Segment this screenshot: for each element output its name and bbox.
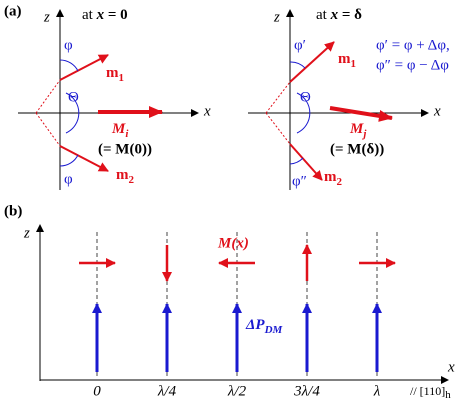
angle-label: φ′ bbox=[294, 37, 306, 53]
vector-label: Mi bbox=[111, 121, 129, 139]
label-part: 1 bbox=[351, 58, 357, 70]
x-tick-label: 0 bbox=[93, 383, 101, 399]
title-part: at bbox=[82, 7, 97, 23]
panel-a-right: z x at x = δ φ′ φ″ Θ m1 m2 Mj (= M(δ)) φ… bbox=[248, 7, 450, 190]
vector-label: Mj bbox=[349, 121, 367, 139]
x-tick-label: λ/2 bbox=[227, 383, 247, 399]
panel-b: (b) z x // [110]h M(x) ΔPDM 0 λ/4 λ/2 3λ/4 λ bbox=[4, 203, 455, 400]
M-label: M(x) bbox=[217, 235, 249, 251]
label-part: m bbox=[324, 169, 337, 185]
angle-label: Θ bbox=[68, 89, 79, 105]
axis-label: z bbox=[43, 9, 50, 25]
title-part: at bbox=[316, 7, 331, 23]
angle-label: φ bbox=[64, 171, 73, 187]
label-part: m bbox=[116, 167, 129, 183]
M-arrow bbox=[329, 106, 393, 122]
label-part: 1 bbox=[119, 72, 125, 84]
dotted bbox=[265, 81, 291, 114]
title-part: x bbox=[96, 7, 105, 23]
P-label: ΔPDM bbox=[245, 317, 284, 335]
vector-label: m1 bbox=[106, 65, 124, 83]
label-part: // [110] bbox=[410, 384, 445, 398]
label-part: 2 bbox=[129, 174, 135, 186]
dotted bbox=[35, 79, 61, 114]
axis-label: x bbox=[203, 103, 211, 119]
panel-a-left: (a) z x at x = 0 φ φ Θ m1 m2 Mi (= M(0)) bbox=[4, 3, 211, 190]
m2-arrow bbox=[289, 143, 323, 181]
m1-arrow bbox=[59, 54, 109, 81]
axis-label: z bbox=[273, 9, 280, 25]
arc bbox=[296, 92, 311, 134]
label-part: DM bbox=[264, 324, 284, 336]
vector-label: m2 bbox=[324, 169, 343, 187]
label-part: M bbox=[349, 121, 364, 137]
label-part: M bbox=[111, 121, 126, 137]
title-part: = 0 bbox=[104, 7, 128, 23]
title: at x = δ bbox=[316, 7, 362, 23]
m2-arrow bbox=[59, 145, 109, 172]
dotted bbox=[265, 112, 291, 145]
title-part: = δ bbox=[338, 7, 362, 23]
label-part: ΔP bbox=[245, 317, 265, 333]
axis-label: x bbox=[433, 103, 441, 119]
label-part: m bbox=[106, 65, 119, 81]
direction-label: // [110]h bbox=[410, 384, 451, 400]
x-tick-label: 3λ/4 bbox=[293, 383, 320, 399]
arc bbox=[65, 92, 80, 134]
angle-label: φ″ bbox=[292, 173, 307, 189]
vector-label: m1 bbox=[338, 51, 356, 69]
label-part: m bbox=[338, 51, 351, 67]
label-part: i bbox=[125, 128, 129, 140]
title-part: x bbox=[330, 7, 339, 23]
equation: φ′ = φ + Δφ, bbox=[376, 37, 450, 53]
label-part: j bbox=[361, 128, 367, 140]
vector-label: m2 bbox=[116, 167, 135, 185]
x-tick-label: λ/4 bbox=[157, 383, 177, 399]
angle-label: φ bbox=[64, 37, 73, 53]
equiv-label: (= M(0)) bbox=[98, 141, 152, 157]
label-part: 2 bbox=[337, 176, 343, 188]
arc bbox=[59, 59, 79, 72]
panel-label: (b) bbox=[4, 203, 22, 219]
panel-label: (a) bbox=[4, 3, 22, 19]
arc bbox=[289, 61, 306, 69]
equation: φ″ = φ − Δφ bbox=[376, 57, 449, 73]
m1-arrow bbox=[289, 41, 335, 83]
axis-label: x bbox=[447, 359, 455, 375]
axis-label: z bbox=[23, 225, 30, 241]
angle-label: Θ bbox=[300, 89, 311, 105]
title: at x = 0 bbox=[82, 7, 128, 23]
label-part: h bbox=[445, 389, 451, 400]
arc bbox=[59, 154, 79, 167]
dotted bbox=[35, 112, 61, 147]
arc bbox=[289, 157, 304, 165]
x-tick-label: λ bbox=[373, 383, 381, 399]
equiv-label: (= M(δ)) bbox=[330, 141, 384, 157]
